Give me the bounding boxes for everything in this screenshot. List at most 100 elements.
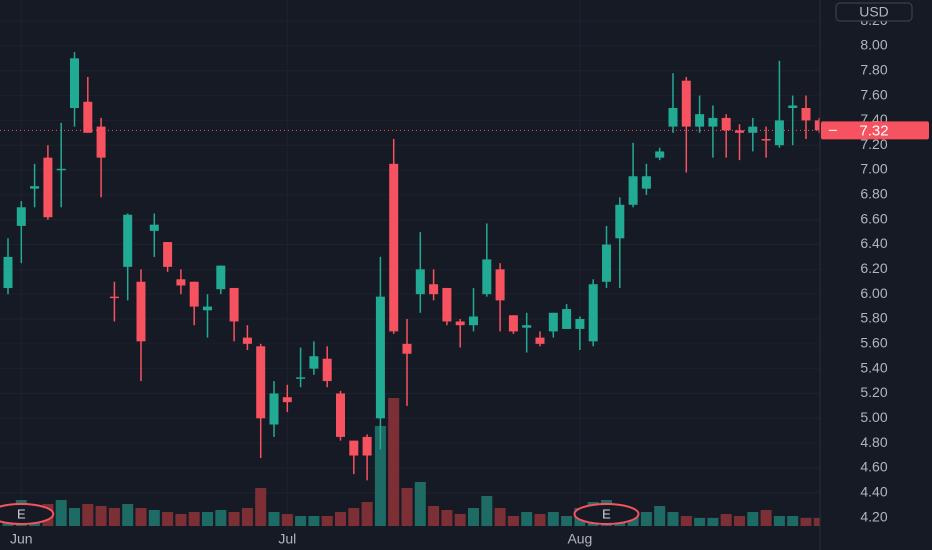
candle-body [429, 284, 439, 295]
volume-bar [494, 508, 506, 526]
candle-body [469, 316, 478, 326]
volume-bar [481, 496, 493, 526]
candle-body [16, 207, 26, 226]
volume-bar [55, 500, 67, 526]
candle-body [70, 58, 79, 108]
volume-bar [441, 510, 453, 526]
y-tick-label: 4.20 [860, 508, 887, 524]
volume-bar [813, 518, 820, 526]
candle-body [56, 168, 66, 171]
volume-bar [707, 518, 719, 526]
volume-bar [69, 508, 80, 526]
volume-bar [241, 508, 253, 526]
candle-body [415, 269, 425, 295]
candle-body [322, 358, 332, 382]
candle-body [708, 117, 718, 127]
candle-body [602, 244, 611, 282]
volume-bar [694, 518, 706, 526]
volume-bar [255, 488, 267, 526]
volume-bar [468, 508, 479, 526]
y-tick-label: 5.60 [860, 335, 887, 351]
volume-bar [268, 512, 280, 526]
candle-body [575, 318, 585, 329]
volume-bar [734, 516, 745, 526]
volume-bar [202, 512, 213, 526]
last-price-label: 7.32 [859, 122, 888, 139]
event-label: E [17, 506, 26, 521]
volume-bar [720, 514, 732, 526]
volume-bar [135, 508, 147, 526]
candle-body [628, 176, 638, 205]
volume-bar [108, 508, 120, 526]
candle-body [349, 440, 359, 456]
candle-body [748, 126, 758, 133]
volume-bar [374, 426, 386, 526]
candle-body [761, 139, 771, 141]
volume-bar [534, 514, 546, 526]
volume-bar [308, 516, 320, 526]
volume-bar [162, 512, 174, 526]
candle-body [362, 436, 372, 456]
candle-body [216, 265, 226, 290]
y-tick-label: 5.00 [860, 409, 887, 425]
candle-body [109, 296, 119, 299]
volume-bar [188, 512, 200, 526]
candle-body [655, 151, 665, 158]
volume-bar [175, 514, 187, 526]
volume-bar [521, 512, 533, 526]
candle-body [721, 117, 731, 131]
currency-label: USD [859, 4, 889, 20]
volume-bar [348, 508, 360, 526]
candle-body [455, 321, 465, 326]
y-tick-label: 6.00 [860, 285, 887, 301]
volume-bar [82, 504, 94, 526]
volume-bar [428, 506, 440, 526]
event-marker[interactable] [573, 503, 640, 525]
volume-bar [773, 516, 785, 526]
x-tick-label: Jun [10, 531, 33, 547]
candle-body [163, 242, 173, 267]
candle-body [548, 312, 558, 332]
candle-body [482, 259, 492, 295]
candle-body [535, 337, 545, 344]
volume-bar [388, 398, 400, 526]
volume-bar [454, 514, 466, 526]
volume-bar [95, 506, 107, 526]
candle-body [149, 224, 159, 231]
candle-body [801, 107, 811, 121]
volume-bar [321, 516, 333, 526]
volume-bar [148, 510, 160, 526]
volume-bar [401, 488, 413, 526]
volume-bar [547, 512, 559, 526]
volume-bar [215, 510, 227, 526]
y-tick-label: 7.80 [860, 61, 887, 77]
volume-bar [335, 512, 346, 526]
volume-bar [228, 512, 240, 526]
candle-body [562, 309, 572, 329]
volume-bar [654, 506, 666, 526]
candle-body [402, 343, 412, 354]
y-tick-label: 6.40 [860, 235, 887, 251]
candle-body [83, 101, 93, 133]
volume-bar [361, 502, 373, 526]
candle-body [282, 397, 292, 403]
y-tick-label: 5.20 [860, 384, 887, 400]
last-price-box [821, 121, 929, 140]
y-tick-label: 6.20 [860, 260, 887, 276]
x-tick-label: Jul [278, 531, 296, 547]
candle-body [681, 80, 691, 127]
volume-bar [414, 482, 426, 526]
y-tick-label: 8.00 [860, 37, 887, 53]
candle-body [389, 163, 399, 332]
y-tick-label: 6.80 [860, 186, 887, 202]
y-tick-label: 4.60 [860, 459, 887, 475]
candle-body [43, 157, 53, 218]
y-tick-label: 5.80 [860, 310, 887, 326]
candle-body [442, 287, 452, 322]
y-tick-label: 4.40 [860, 483, 887, 499]
candle-body [189, 281, 199, 307]
event-marker[interactable] [0, 503, 55, 525]
